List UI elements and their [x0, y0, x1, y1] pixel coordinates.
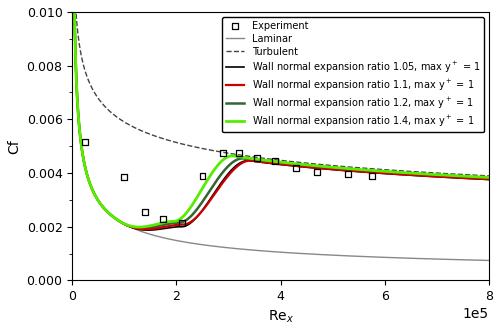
Laminar — [452, 258, 458, 262]
Experiment — [344, 172, 352, 177]
Wall normal expansion ratio 1.4, max y$^+$ = 1 — [136, 225, 142, 229]
Wall normal expansion ratio 1.2, max y$^+$ = 1 — [244, 157, 250, 161]
X-axis label: Re$_x$: Re$_x$ — [268, 309, 293, 325]
Laminar — [268, 249, 274, 253]
Wall normal expansion ratio 1.1, max y$^+$ = 1 — [268, 161, 274, 165]
Turbulent — [248, 155, 254, 159]
Legend: Experiment, Laminar, Turbulent, Wall normal expansion ratio 1.05, max y$^+$ = 1,: Experiment, Laminar, Turbulent, Wall nor… — [222, 17, 484, 132]
Wall normal expansion ratio 1.1, max y$^+$ = 1 — [486, 177, 492, 181]
Wall normal expansion ratio 1.05, max y$^+$ = 1 — [372, 171, 378, 175]
Wall normal expansion ratio 1.4, max y$^+$ = 1 — [486, 176, 492, 180]
Wall normal expansion ratio 1.2, max y$^+$ = 1 — [452, 175, 458, 179]
Wall normal expansion ratio 1.1, max y$^+$ = 1 — [452, 176, 458, 180]
Experiment — [178, 220, 186, 225]
Line: Turbulent: Turbulent — [72, 0, 489, 176]
Line: Wall normal expansion ratio 1.4, max y$^+$ = 1: Wall normal expansion ratio 1.4, max y$^… — [72, 0, 489, 227]
Laminar — [486, 258, 492, 262]
Wall normal expansion ratio 1.2, max y$^+$ = 1 — [248, 157, 254, 161]
Wall normal expansion ratio 1.4, max y$^+$ = 1 — [372, 169, 378, 173]
Wall normal expansion ratio 1.05, max y$^+$ = 1 — [145, 228, 151, 232]
Experiment — [292, 165, 300, 170]
Experiment — [120, 174, 128, 180]
Turbulent — [452, 172, 458, 176]
Laminar — [248, 248, 254, 252]
Wall normal expansion ratio 1.1, max y$^+$ = 1 — [142, 227, 148, 231]
Y-axis label: Cf: Cf — [7, 139, 21, 153]
Wall normal expansion ratio 1.4, max y$^+$ = 1 — [248, 156, 254, 160]
Wall normal expansion ratio 1.1, max y$^+$ = 1 — [244, 159, 250, 163]
Experiment — [235, 150, 243, 155]
Turbulent — [486, 174, 492, 178]
Wall normal expansion ratio 1.2, max y$^+$ = 1 — [474, 176, 480, 180]
Experiment — [81, 139, 89, 145]
Wall normal expansion ratio 1.2, max y$^+$ = 1 — [140, 226, 145, 230]
Wall normal expansion ratio 1.1, max y$^+$ = 1 — [248, 159, 254, 163]
Laminar — [372, 255, 378, 259]
Line: Wall normal expansion ratio 1.05, max y$^+$ = 1: Wall normal expansion ratio 1.05, max y$… — [72, 0, 489, 230]
Turbulent — [372, 167, 378, 171]
Wall normal expansion ratio 1.2, max y$^+$ = 1 — [486, 176, 492, 180]
Wall normal expansion ratio 1.05, max y$^+$ = 1 — [452, 176, 458, 180]
Experiment — [313, 169, 321, 174]
Wall normal expansion ratio 1.4, max y$^+$ = 1 — [268, 159, 274, 163]
Wall normal expansion ratio 1.2, max y$^+$ = 1 — [268, 160, 274, 164]
Wall normal expansion ratio 1.4, max y$^+$ = 1 — [474, 175, 480, 179]
Turbulent — [244, 154, 250, 158]
Wall normal expansion ratio 1.05, max y$^+$ = 1 — [486, 178, 492, 182]
Turbulent — [268, 157, 274, 161]
Wall normal expansion ratio 1.4, max y$^+$ = 1 — [244, 156, 250, 160]
Experiment — [368, 173, 376, 178]
Wall normal expansion ratio 1.05, max y$^+$ = 1 — [268, 161, 274, 165]
Line: Wall normal expansion ratio 1.2, max y$^+$ = 1: Wall normal expansion ratio 1.2, max y$^… — [72, 0, 489, 228]
Turbulent — [473, 173, 479, 177]
Wall normal expansion ratio 1.05, max y$^+$ = 1 — [244, 159, 250, 163]
Wall normal expansion ratio 1.1, max y$^+$ = 1 — [372, 171, 378, 175]
Experiment — [253, 156, 261, 161]
Experiment — [272, 158, 280, 164]
Wall normal expansion ratio 1.05, max y$^+$ = 1 — [474, 177, 480, 181]
Experiment — [198, 173, 206, 178]
Line: Laminar: Laminar — [72, 0, 489, 260]
Experiment — [160, 216, 168, 221]
Wall normal expansion ratio 1.1, max y$^+$ = 1 — [474, 177, 480, 181]
Wall normal expansion ratio 1.4, max y$^+$ = 1 — [452, 174, 458, 178]
Wall normal expansion ratio 1.2, max y$^+$ = 1 — [372, 170, 378, 174]
Experiment — [141, 209, 149, 214]
Line: Wall normal expansion ratio 1.1, max y$^+$ = 1: Wall normal expansion ratio 1.1, max y$^… — [72, 0, 489, 229]
Laminar — [473, 258, 479, 262]
Wall normal expansion ratio 1.05, max y$^+$ = 1 — [248, 159, 254, 163]
Experiment — [220, 150, 228, 155]
Laminar — [244, 248, 250, 252]
